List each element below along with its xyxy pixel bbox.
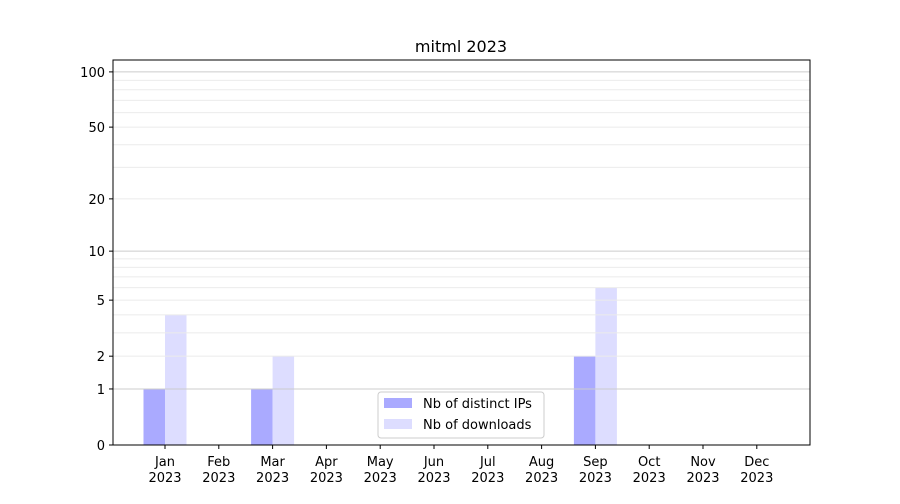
x-tick-label: Jun 2023 [417,455,450,486]
x-tick-label: Oct 2023 [633,455,666,486]
x-tick-label: Feb 2023 [202,455,235,486]
bar [595,287,617,445]
y-tick-label: 5 [97,294,105,309]
x-tick-label: Nov 2023 [686,455,719,486]
legend-swatch [384,398,412,408]
y-tick-label: 50 [88,121,105,136]
bar [165,314,187,445]
y-tick-label: 20 [88,193,105,208]
y-tick-label: 1 [97,383,105,398]
legend-swatch [384,419,412,429]
y-tick-label: 100 [80,66,105,81]
legend-label: Nb of downloads [423,418,532,433]
chart-title: mitml 2023 [415,37,507,56]
legend [377,391,545,439]
bar [251,388,273,445]
y-tick-label: 0 [97,439,105,454]
x-tick-label: Sep 2023 [579,455,612,486]
bar [143,388,165,445]
legend-label: Nb of distinct IPs [423,397,532,412]
x-tick-label: Mar 2023 [256,455,289,486]
bar [272,356,295,445]
x-tick-label: Jul 2023 [471,455,504,486]
y-tick-label: 2 [97,350,105,365]
plot-frame [112,59,811,446]
x-tick-label: Aug 2023 [525,455,558,486]
x-tick-label: Jan 2023 [148,455,181,486]
y-tick-label: 10 [88,245,105,260]
x-tick-label: Apr 2023 [310,455,343,486]
x-tick-label: May 2023 [364,455,397,486]
bar [573,356,596,445]
x-tick-label: Dec 2023 [740,455,773,486]
